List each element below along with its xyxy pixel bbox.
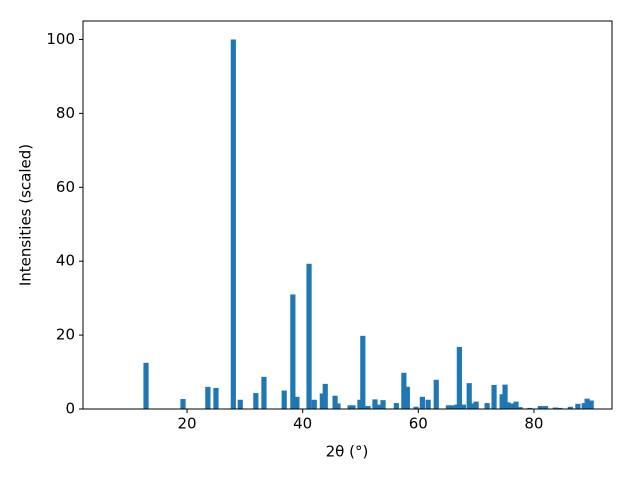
bar bbox=[322, 383, 328, 409]
bar bbox=[404, 386, 410, 409]
bar bbox=[347, 405, 353, 409]
bar bbox=[261, 376, 267, 409]
bar bbox=[319, 393, 325, 409]
x-axis-label: 2θ (°) bbox=[326, 443, 369, 461]
bar bbox=[419, 396, 425, 409]
bar bbox=[393, 403, 399, 409]
bar bbox=[557, 407, 563, 409]
bar bbox=[513, 401, 519, 409]
bar bbox=[360, 335, 366, 409]
bar bbox=[413, 406, 419, 409]
y-tick-label: 80 bbox=[56, 104, 75, 122]
bar bbox=[237, 399, 243, 409]
bar bbox=[425, 399, 431, 409]
bar bbox=[460, 404, 467, 409]
bar bbox=[357, 399, 363, 409]
bar bbox=[380, 400, 386, 409]
y-axis-label: Intensities (scaled) bbox=[17, 144, 35, 286]
y-tick-label: 40 bbox=[56, 252, 75, 270]
bar bbox=[567, 406, 573, 409]
bar bbox=[253, 393, 259, 409]
y-tick-label: 20 bbox=[56, 326, 75, 344]
bar bbox=[433, 379, 439, 409]
bar bbox=[509, 403, 515, 409]
bar bbox=[281, 390, 287, 409]
bar bbox=[537, 406, 543, 409]
bar bbox=[306, 263, 312, 409]
bar bbox=[473, 401, 479, 409]
bar bbox=[365, 406, 371, 409]
bar bbox=[332, 395, 338, 409]
x-tick-label: 40 bbox=[293, 415, 312, 433]
bar bbox=[588, 400, 594, 409]
bar bbox=[505, 402, 511, 409]
bar bbox=[575, 403, 581, 409]
bar bbox=[375, 404, 381, 409]
bar bbox=[213, 387, 219, 409]
bar bbox=[466, 383, 472, 409]
bar bbox=[294, 396, 300, 409]
bar bbox=[143, 362, 149, 409]
bar bbox=[527, 407, 533, 409]
bar bbox=[180, 399, 186, 409]
x-tick-label: 80 bbox=[524, 415, 543, 433]
bar bbox=[335, 403, 341, 409]
y-tick-label: 0 bbox=[65, 400, 75, 418]
x-tick-label: 20 bbox=[178, 415, 197, 433]
bar bbox=[456, 346, 462, 409]
bar bbox=[499, 394, 505, 409]
bar bbox=[230, 39, 236, 409]
bar bbox=[205, 386, 211, 409]
bar bbox=[290, 294, 296, 409]
plot-frame bbox=[82, 20, 613, 410]
bar bbox=[449, 405, 455, 409]
bar bbox=[502, 384, 508, 409]
bar bbox=[491, 384, 497, 409]
y-tick-label: 100 bbox=[46, 30, 75, 48]
bar bbox=[584, 398, 590, 409]
bar bbox=[484, 403, 490, 409]
bar bbox=[445, 405, 451, 409]
bar bbox=[552, 407, 558, 409]
bar bbox=[372, 399, 378, 409]
bar bbox=[350, 405, 356, 409]
bar bbox=[311, 399, 317, 409]
y-tick-label: 60 bbox=[56, 178, 75, 196]
bar bbox=[469, 403, 475, 409]
bar bbox=[517, 407, 523, 409]
bar bbox=[401, 372, 407, 409]
x-tick-label: 60 bbox=[409, 415, 428, 433]
bar bbox=[581, 403, 587, 409]
bar bbox=[542, 406, 549, 409]
